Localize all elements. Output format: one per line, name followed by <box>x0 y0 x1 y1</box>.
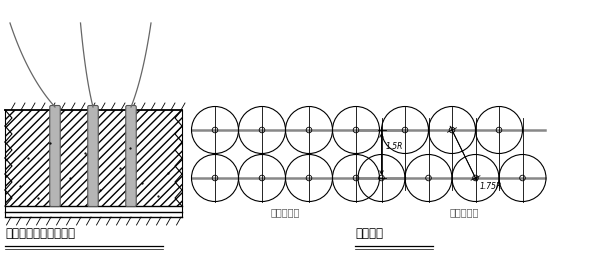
Text: 1.75R: 1.75R <box>480 182 502 191</box>
FancyBboxPatch shape <box>50 106 60 207</box>
Text: 插点排列: 插点排列 <box>355 227 383 240</box>
Text: 底板混凝土振捣示意图: 底板混凝土振捣示意图 <box>5 227 75 240</box>
Text: 1.5R: 1.5R <box>385 142 403 151</box>
Text: 交错式排列: 交错式排列 <box>449 207 478 217</box>
Bar <box>5 110 182 206</box>
Text: 行列式排列: 行列式排列 <box>271 207 300 217</box>
FancyBboxPatch shape <box>88 106 98 207</box>
Bar <box>5 110 182 206</box>
Bar <box>5 110 182 206</box>
FancyBboxPatch shape <box>126 106 136 207</box>
